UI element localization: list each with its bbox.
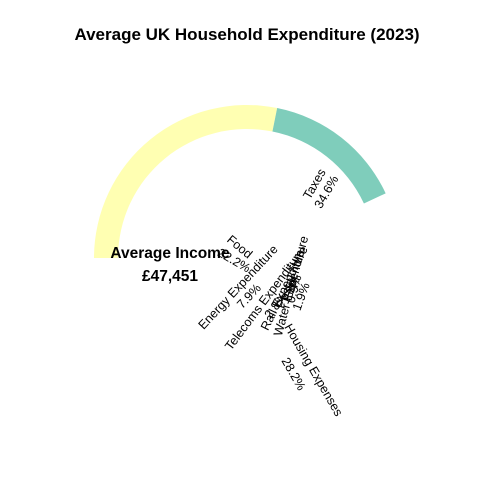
ring-slice-disposable-income <box>94 104 278 258</box>
income-ring <box>94 104 386 258</box>
center-value: £47,451 <box>142 268 198 285</box>
center-caption: Average Income <box>110 245 230 262</box>
ring-slice-taxes <box>272 108 386 204</box>
chart-title: Average UK Household Expenditure (2023) <box>74 25 419 44</box>
